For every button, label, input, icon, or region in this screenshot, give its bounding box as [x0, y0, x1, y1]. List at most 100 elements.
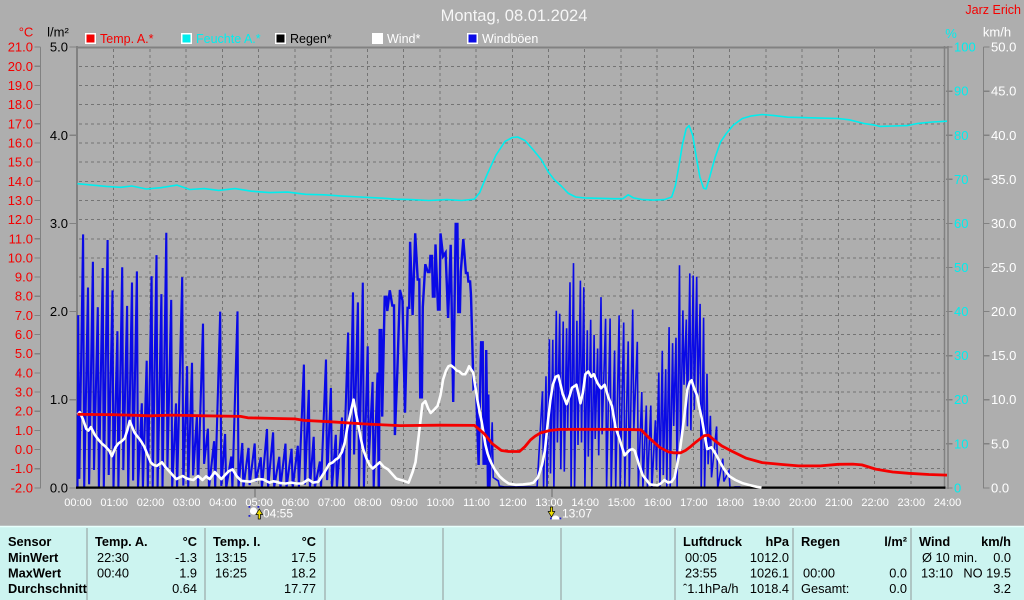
svg-text:7.0: 7.0	[15, 308, 33, 323]
svg-text:18.2: 18.2	[291, 566, 316, 581]
svg-text:23:55: 23:55	[685, 566, 717, 581]
svg-text:1026.1: 1026.1	[750, 566, 789, 581]
svg-text:Luftdruck: Luftdruck	[683, 534, 743, 549]
svg-text:15.0: 15.0	[991, 348, 1016, 363]
svg-text:10.0: 10.0	[991, 392, 1016, 407]
svg-text:21.0: 21.0	[8, 40, 33, 55]
svg-text:Wind*: Wind*	[387, 32, 420, 46]
svg-text:9.0: 9.0	[15, 270, 33, 285]
svg-text:17.0: 17.0	[8, 116, 33, 131]
svg-text:30.0: 30.0	[991, 216, 1016, 231]
svg-text:Windböen: Windböen	[482, 32, 538, 46]
svg-text:8.0: 8.0	[15, 289, 33, 304]
svg-text:10:00: 10:00	[427, 497, 455, 509]
svg-text:-1.0: -1.0	[11, 461, 33, 476]
svg-text:00:00: 00:00	[803, 566, 835, 581]
svg-text:03:00: 03:00	[173, 497, 201, 509]
svg-text:3.0: 3.0	[50, 216, 68, 231]
svg-text:°C: °C	[183, 534, 197, 549]
svg-text:20.0: 20.0	[991, 304, 1016, 319]
svg-text:Regen: Regen	[801, 534, 840, 549]
svg-text:Montag, 08.01.2024: Montag, 08.01.2024	[441, 7, 588, 25]
svg-text:18:00: 18:00	[716, 497, 744, 509]
svg-text:45.0: 45.0	[991, 84, 1016, 99]
svg-text:17.5: 17.5	[291, 550, 316, 565]
svg-text:km/h: km/h	[981, 534, 1011, 549]
svg-text:40.0: 40.0	[991, 128, 1016, 143]
svg-text:Temp. A.: Temp. A.	[95, 534, 148, 549]
svg-text:04:55: 04:55	[263, 507, 293, 521]
svg-text:Durchschnitt: Durchschnitt	[8, 581, 88, 596]
svg-text:24:00: 24:00	[934, 497, 962, 509]
svg-text:20: 20	[954, 392, 968, 407]
svg-text:20:00: 20:00	[789, 497, 817, 509]
svg-text:0.0: 0.0	[889, 581, 907, 596]
svg-text:-2.0: -2.0	[11, 480, 33, 495]
svg-text:1018.4: 1018.4	[750, 581, 789, 596]
svg-text:50.0: 50.0	[991, 40, 1016, 55]
svg-text:18.0: 18.0	[8, 97, 33, 112]
svg-text:14.0: 14.0	[8, 174, 33, 189]
svg-text:10: 10	[954, 436, 968, 451]
svg-text:Temp. A.*: Temp. A.*	[100, 32, 154, 46]
svg-text:15.0: 15.0	[8, 155, 33, 170]
svg-text:10.0: 10.0	[8, 250, 33, 265]
svg-text:l/m²: l/m²	[47, 25, 69, 40]
svg-text:12.0: 12.0	[8, 212, 33, 227]
svg-text:30: 30	[954, 348, 968, 363]
svg-text:50: 50	[954, 260, 968, 275]
svg-text:13.0: 13.0	[8, 193, 33, 208]
svg-text:0: 0	[954, 480, 961, 495]
svg-text:km/h: km/h	[983, 25, 1011, 40]
svg-text:17:00: 17:00	[680, 497, 708, 509]
svg-text:00:40: 00:40	[97, 566, 129, 581]
svg-text:3.2: 3.2	[993, 581, 1011, 596]
svg-text:80: 80	[954, 128, 968, 143]
svg-text:1012.0: 1012.0	[750, 550, 789, 565]
svg-text:13:07: 13:07	[562, 507, 592, 521]
svg-text:Temp. I.: Temp. I.	[213, 534, 260, 549]
svg-text:MinWert: MinWert	[8, 550, 59, 565]
svg-text:08:00: 08:00	[354, 497, 382, 509]
svg-text:%: %	[945, 26, 957, 41]
svg-text:15:00: 15:00	[608, 497, 636, 509]
svg-text:70: 70	[954, 172, 968, 187]
svg-text:25.0: 25.0	[991, 260, 1016, 275]
svg-text:16:00: 16:00	[644, 497, 672, 509]
svg-text:°C: °C	[19, 25, 34, 40]
svg-text:01:00: 01:00	[100, 497, 128, 509]
svg-text:35.0: 35.0	[991, 172, 1016, 187]
svg-text:00:00: 00:00	[64, 497, 92, 509]
svg-text:00:05: 00:05	[685, 550, 717, 565]
svg-text:0.64: 0.64	[172, 581, 197, 596]
svg-text:ˆ1.1hPa/h: ˆ1.1hPa/h	[683, 581, 739, 596]
svg-text:1.0: 1.0	[50, 392, 68, 407]
svg-text:05:00: 05:00	[245, 497, 273, 509]
svg-text:0.0: 0.0	[889, 566, 907, 581]
svg-text:11.0: 11.0	[9, 231, 33, 246]
svg-text:4.0: 4.0	[15, 365, 33, 380]
svg-text:17.77: 17.77	[284, 581, 316, 596]
svg-text:14:00: 14:00	[571, 497, 599, 509]
svg-text:23:00: 23:00	[898, 497, 926, 509]
svg-text:11:00: 11:00	[463, 497, 490, 509]
svg-text:Sensor: Sensor	[8, 534, 51, 549]
svg-text:40: 40	[954, 304, 968, 319]
svg-text:hPa: hPa	[766, 534, 790, 549]
svg-text:Gesamt:: Gesamt:	[801, 581, 849, 596]
svg-text:NO 19.5: NO 19.5	[963, 566, 1011, 581]
svg-text:06:00: 06:00	[282, 497, 310, 509]
svg-text:0.0: 0.0	[993, 550, 1011, 565]
svg-text:0.0: 0.0	[50, 480, 68, 495]
svg-text:02:00: 02:00	[137, 497, 165, 509]
svg-text:09:00: 09:00	[390, 497, 418, 509]
svg-text:13:15: 13:15	[215, 550, 247, 565]
svg-text:04:00: 04:00	[209, 497, 237, 509]
svg-text:4.0: 4.0	[50, 128, 68, 143]
svg-text:2.0: 2.0	[50, 304, 68, 319]
svg-text:Feuchte A.*: Feuchte A.*	[196, 32, 261, 46]
svg-text:°C: °C	[302, 534, 316, 549]
svg-text:1.0: 1.0	[15, 423, 33, 438]
svg-text:5.0: 5.0	[991, 436, 1009, 451]
svg-text:100: 100	[954, 40, 976, 55]
